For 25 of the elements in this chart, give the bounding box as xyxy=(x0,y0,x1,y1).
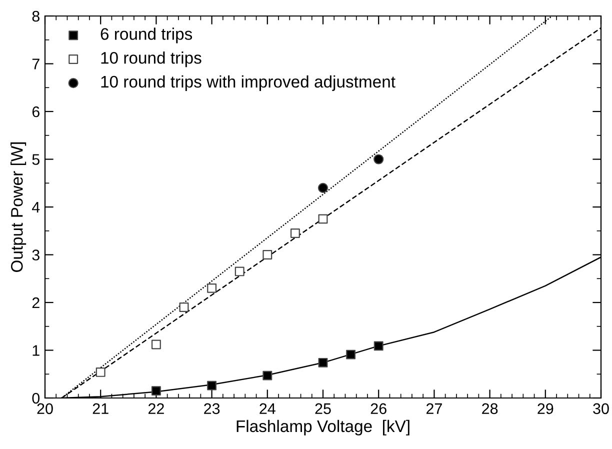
legend-label: 10 round trips with improved adjustment xyxy=(101,75,396,91)
y-tick-label: 1 xyxy=(32,345,40,356)
legend-label: 6 round trips xyxy=(100,28,192,44)
x-tick-label: 27 xyxy=(426,403,442,414)
x-tick-label: 26 xyxy=(370,403,386,414)
x-tick-label: 23 xyxy=(204,403,220,414)
y-tick-label: 4 xyxy=(32,202,40,213)
y-tick-label: 2 xyxy=(32,297,40,308)
y-axis-title: Output Power [W] xyxy=(10,142,26,272)
y-tick-label: 0 xyxy=(32,392,40,404)
x-tick-label: 21 xyxy=(92,403,108,414)
y-tick-label: 7 xyxy=(32,58,40,70)
y-tick-label: 6 xyxy=(32,106,40,118)
x-tick-label: 29 xyxy=(538,403,554,414)
x-tick-label: 30 xyxy=(593,403,609,414)
legend-label: 10 round trips xyxy=(101,52,202,68)
x-tick-label: 22 xyxy=(148,403,164,414)
y-tick-label: 3 xyxy=(32,250,40,260)
x-axis-title: Flashlamp Voltage [kV] xyxy=(236,420,410,436)
x-tick-label: 24 xyxy=(260,403,276,414)
y-tick-label: 5 xyxy=(32,154,40,165)
y-tick-label: 8 xyxy=(32,10,40,22)
x-tick-label: 20 xyxy=(37,403,53,414)
x-tick-label: 25 xyxy=(315,403,331,414)
x-tick-label: 28 xyxy=(482,403,498,414)
